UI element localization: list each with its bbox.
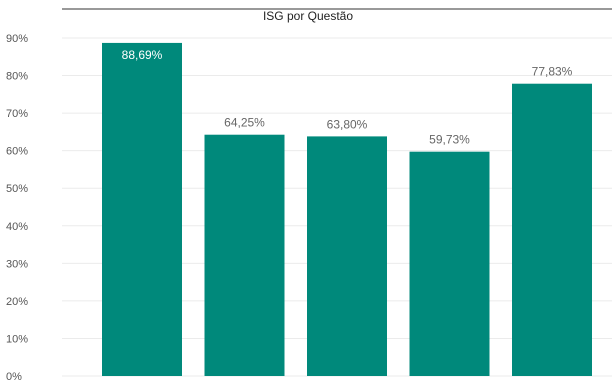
bar	[512, 83, 592, 376]
y-tick-label: 40%	[6, 221, 28, 233]
data-label: 63,80%	[327, 117, 368, 131]
y-tick-label: 0%	[6, 371, 22, 382]
y-tick-label: 70%	[6, 108, 28, 120]
y-tick-label: 30%	[6, 258, 28, 270]
data-labels: 88,69% 64,25% 63,80% 59,73% 77,83%	[122, 48, 573, 147]
bar	[102, 42, 182, 377]
y-tick-label: 60%	[6, 146, 28, 158]
y-axis-ticks: 0% 10% 20% 30% 40% 50% 60% 70% 80% 90%	[6, 33, 28, 382]
y-tick-label: 80%	[6, 71, 28, 83]
bars	[102, 42, 592, 377]
y-tick-label: 10%	[6, 333, 28, 345]
bar	[409, 151, 490, 376]
y-tick-label: 90%	[6, 33, 28, 45]
y-tick-label: 20%	[6, 296, 28, 308]
bar	[204, 134, 285, 376]
chart-title: ISG por Questão	[263, 9, 353, 23]
data-label: 64,25%	[224, 116, 265, 130]
data-label: 77,83%	[532, 65, 573, 79]
bar	[307, 136, 387, 376]
data-label: 88,69%	[122, 48, 163, 62]
data-label: 59,73%	[429, 133, 470, 147]
y-tick-label: 50%	[6, 183, 28, 195]
